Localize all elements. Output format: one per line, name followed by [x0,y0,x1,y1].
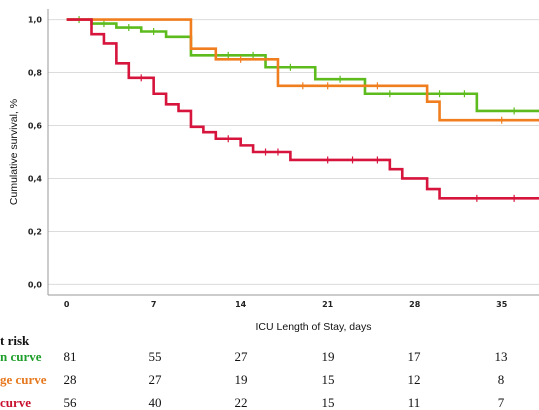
survival-curve-line [66,18,539,122]
risk-value: 7 [498,395,505,410]
y-tick-label: 0,8 [28,69,43,78]
risk-value: 8 [498,372,505,387]
risk-row-label: ge curve [0,372,47,387]
series-0 [66,16,539,115]
series-2 [66,18,539,202]
risk-value: 11 [408,395,421,410]
x-tick-label: 28 [409,300,421,309]
x-tick-label: 7 [151,300,157,309]
x-tick-label: 0 [64,300,70,309]
risk-value: 55 [149,349,162,364]
risk-row-label: n curve [0,349,42,364]
x-axis-title: ICU Length of Stay, days [256,321,372,333]
risk-value: 22 [235,395,248,410]
survival-curves [66,16,539,202]
y-tick-label: 0,2 [28,227,42,236]
y-tick-label: 0,0 [28,280,43,289]
risk-row-label: curve [0,395,31,410]
y-axis-title: Cumulative survival, % [8,99,20,205]
survival-curve-line [66,18,539,200]
risk-value: 40 [149,395,162,410]
risk-value: 27 [235,349,249,364]
risk-table-heading: t risk [0,333,30,348]
risk-value: 27 [149,372,163,387]
risk-table: n curve 81 55 27 19 17 13 ge curve 28 27 19 15 12 8 cu… [0,349,508,410]
survival-curve-line [66,18,539,113]
risk-value: 19 [322,349,335,364]
grid-lines [48,19,539,285]
x-tick-label: 35 [496,300,508,309]
series-1 [66,18,539,124]
risk-value: 12 [408,372,421,387]
x-tick-label: 21 [322,300,334,309]
risk-value: 17 [408,349,422,364]
risk-value: 13 [495,349,508,364]
risk-value: 28 [64,372,77,387]
y-tick-label: 1,0 [28,16,43,25]
x-tick-label: 14 [235,300,247,309]
y-tick-label: 0,4 [28,174,43,183]
risk-value: 81 [64,349,77,364]
risk-value: 56 [64,395,78,410]
risk-value: 15 [322,372,335,387]
tick-labels: 0,0 0,2 0,4 0,6 0,8 1,0 0 7 14 21 28 35 [28,16,508,309]
risk-value: 19 [235,372,248,387]
y-tick-label: 0,6 [28,122,43,131]
risk-value: 15 [322,395,335,410]
